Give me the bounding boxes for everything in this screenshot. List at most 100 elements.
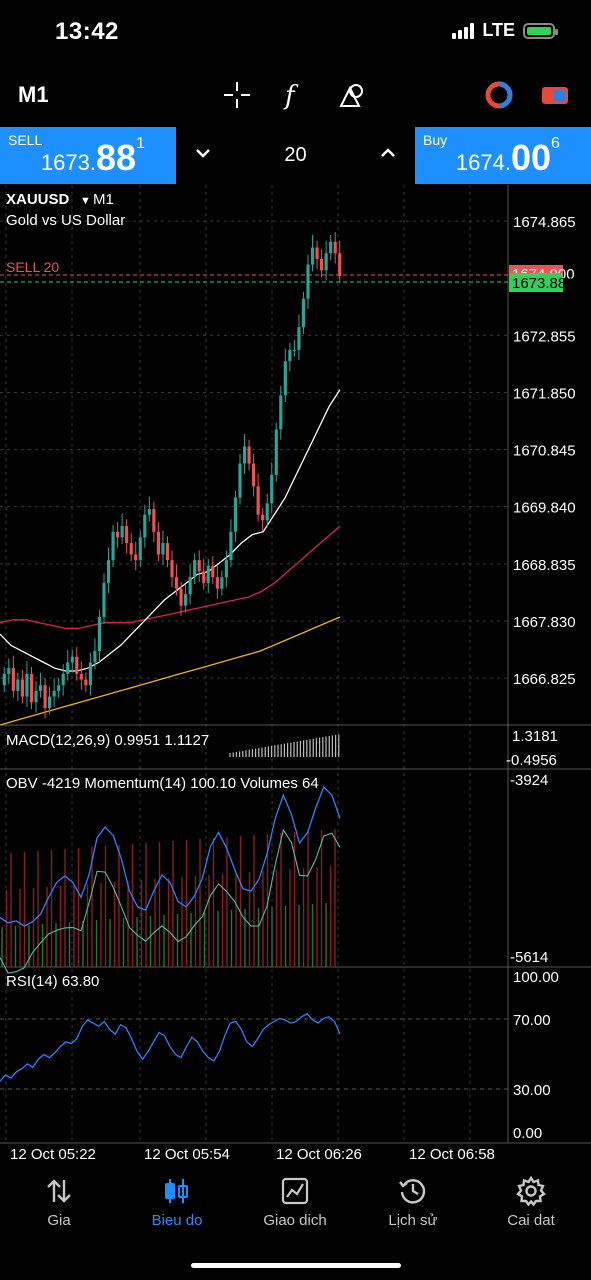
nav-chart[interactable]: Bieu do (118, 1168, 236, 1229)
bid-price-tag (509, 273, 563, 292)
candle-body (288, 349, 292, 362)
candle-body (184, 594, 188, 606)
price-axis-label: 1666.825 (513, 671, 576, 688)
candle-body (20, 679, 24, 697)
price-axis-label: 1672.855 (513, 328, 576, 345)
buy-button[interactable]: Buy 1674.00 6 (415, 127, 591, 184)
rsi-axis-70: 70.00 (513, 1012, 551, 1029)
price-chart[interactable]: XAUUSD ▼ M1 Gold vs US Dollar SELL 20 16… (0, 185, 591, 1168)
candle-body (129, 543, 133, 555)
order-lines (0, 274, 508, 283)
objects-icon[interactable] (338, 80, 368, 110)
candle-body (11, 668, 15, 691)
candle-body (279, 395, 283, 430)
candle-body (324, 253, 328, 271)
chart-color-icon[interactable] (484, 80, 514, 110)
candle-body (120, 526, 124, 538)
symbol-timeframe: M1 (93, 191, 114, 208)
candle-body (111, 531, 115, 561)
symbol-dropdown-icon[interactable]: ▼ (80, 195, 91, 207)
candle-body (75, 656, 79, 674)
macd-axis-bottom: -0.4956 (506, 752, 557, 769)
candle-body (292, 349, 296, 351)
nav-history[interactable]: Lịch sử (354, 1168, 472, 1229)
candle-body (310, 247, 315, 265)
candle-body (333, 241, 337, 254)
trade-toggle-icon[interactable] (540, 80, 570, 110)
candle-body (116, 531, 120, 538)
candle-body (93, 651, 97, 663)
candle-body (229, 531, 233, 561)
symbol-description: Gold vs US Dollar (6, 212, 125, 229)
candle-body (197, 560, 201, 572)
candle-body (202, 571, 206, 583)
one-click-trade-panel: SELL 1673.88 1 20 Buy 1674.00 6 (0, 127, 591, 184)
price-axis-label: 1674.865 (513, 214, 576, 231)
symbol-label[interactable]: XAUUSD (6, 191, 70, 208)
candle-body (211, 565, 215, 578)
sell-button[interactable]: SELL 1673.88 1 (0, 127, 176, 184)
volume-value[interactable]: 20 (284, 144, 307, 166)
candle-body (152, 509, 156, 532)
candle-body (34, 690, 38, 703)
macd-label: MACD(12,26,9) 0.9951 1.1127 (6, 732, 209, 749)
candle-body (88, 662, 92, 686)
candle-body (338, 253, 342, 276)
ma-slow-line (0, 616, 341, 726)
timeframe-button[interactable]: M1 (18, 82, 49, 107)
settings-icon (516, 1176, 546, 1206)
candle-body (102, 582, 106, 617)
price-axis-label: 1670.845 (513, 443, 576, 460)
chart-icon (165, 1179, 188, 1203)
candle-body (238, 463, 242, 498)
candle-body (134, 554, 138, 561)
nav-settings[interactable]: Cai dat (472, 1168, 590, 1229)
candle-body (2, 673, 6, 686)
candle-body (66, 662, 70, 674)
candle-body (247, 446, 251, 464)
home-indicator (191, 1263, 401, 1268)
nav-settings-label: Cai dat (507, 1212, 555, 1229)
function-icon[interactable]: f (280, 80, 310, 110)
candle-body (320, 258, 324, 271)
candle-body (16, 679, 20, 691)
candle-body (242, 446, 247, 464)
candle-body (125, 526, 129, 544)
buy-price-prefix: 1674. (455, 150, 511, 175)
candle-body (165, 543, 170, 561)
history-icon (399, 1179, 426, 1204)
candle-body (48, 696, 52, 708)
candle-body (52, 690, 56, 697)
nav-trade[interactable]: Giao dich (236, 1168, 354, 1229)
chart-grid (0, 185, 591, 1144)
price-axis: 1674.865 1672.855 1671.850 1670.845 1669.840… (513, 214, 576, 688)
rsi-axis-0: 0.00 (513, 1125, 542, 1142)
obv-axis-top: -3924 (510, 772, 548, 789)
sell-price-prefix: 1673. (40, 150, 96, 175)
candle-body (315, 247, 319, 259)
sell-order-label[interactable]: SELL 20 (6, 259, 59, 275)
candle-body (70, 656, 74, 663)
crosshair-icon[interactable] (222, 80, 252, 110)
candle-body (188, 577, 192, 595)
candle-body (143, 514, 147, 538)
candle-body (38, 685, 43, 691)
sell-price-point: 1 (136, 135, 145, 152)
candle-body (29, 673, 34, 703)
candle-body (256, 486, 260, 515)
candle-body (206, 565, 210, 583)
nav-chart-label: Bieu do (151, 1212, 203, 1229)
chevron-down-icon[interactable] (195, 147, 211, 159)
candle-body (61, 673, 65, 686)
status-indicators: LTE (452, 20, 558, 41)
rsi-line (0, 1012, 341, 1082)
obv-axis-bottom: -5614 (510, 949, 548, 966)
time-label-4: 12 Oct 06:58 (409, 1146, 495, 1163)
chevron-up-icon[interactable] (380, 147, 396, 159)
rsi-axis-100: 100.00 (513, 969, 559, 986)
bottom-navigation: Gia Bieu do Giao dich Lịch sử Cai dat (0, 1168, 591, 1248)
nav-quotes-label: Gia (47, 1212, 71, 1229)
candle-body (79, 673, 83, 680)
nav-trade-label: Giao dich (263, 1212, 327, 1229)
nav-quotes[interactable]: Gia (0, 1168, 118, 1229)
